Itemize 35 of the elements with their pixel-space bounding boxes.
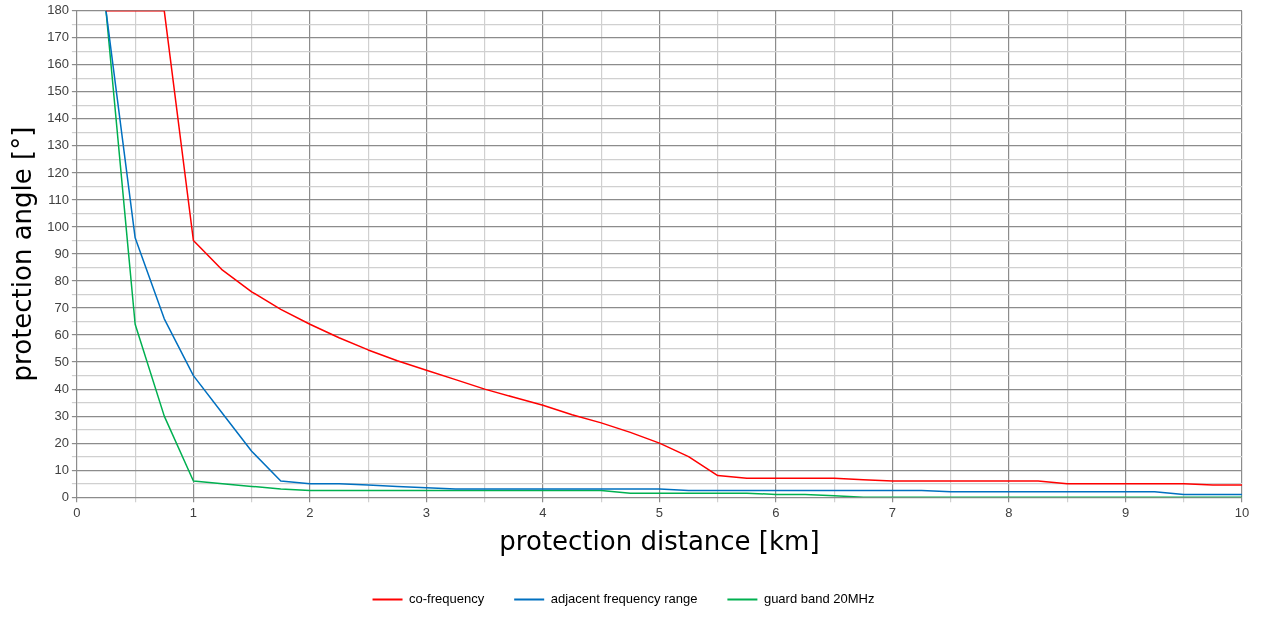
legend-label: guard band 20MHz — [763, 591, 875, 607]
y-tick-label: 120 — [47, 164, 69, 180]
x-axis-title: protection distance [km] — [499, 526, 820, 557]
legend-label: co-frequency — [409, 591, 485, 607]
y-tick-label: 70 — [54, 299, 69, 315]
x-tick-label: 4 — [539, 504, 547, 520]
x-tick-label: 10 — [1234, 504, 1250, 520]
y-tick-label: 10 — [54, 461, 69, 477]
x-tick-label: 1 — [189, 504, 198, 520]
y-tick-label: 170 — [47, 29, 69, 45]
y-tick-label: 0 — [61, 488, 69, 504]
y-tick-label: 110 — [48, 191, 69, 207]
y-tick-label: 150 — [47, 83, 69, 99]
y-tick-label: 20 — [54, 434, 69, 450]
y-tick-label: 50 — [54, 353, 69, 369]
y-tick-label: 130 — [47, 137, 69, 153]
x-tick-label: 6 — [772, 504, 780, 520]
x-tick-label: 0 — [73, 504, 81, 520]
y-tick-label: 140 — [47, 110, 69, 126]
x-tick-label: 5 — [655, 504, 664, 520]
legend-label: adjacent frequency range — [550, 591, 698, 607]
y-tick-label: 80 — [54, 272, 69, 288]
y-tick-label: 160 — [47, 56, 69, 72]
x-tick-label: 8 — [1005, 504, 1013, 520]
y-tick-label: 30 — [54, 407, 69, 423]
x-tick-label: 3 — [422, 504, 431, 520]
x-tick-label: 9 — [1121, 504, 1130, 520]
y-tick-label: 180 — [47, 2, 69, 18]
y-tick-label: 90 — [54, 245, 69, 261]
x-tick-label: 7 — [888, 504, 897, 520]
y-tick-label: 100 — [47, 218, 69, 234]
y-axis-title: protection angle [°] — [7, 126, 38, 382]
y-tick-label: 40 — [54, 380, 69, 396]
y-tick-label: 60 — [54, 326, 69, 342]
x-tick-label: 2 — [306, 504, 314, 520]
